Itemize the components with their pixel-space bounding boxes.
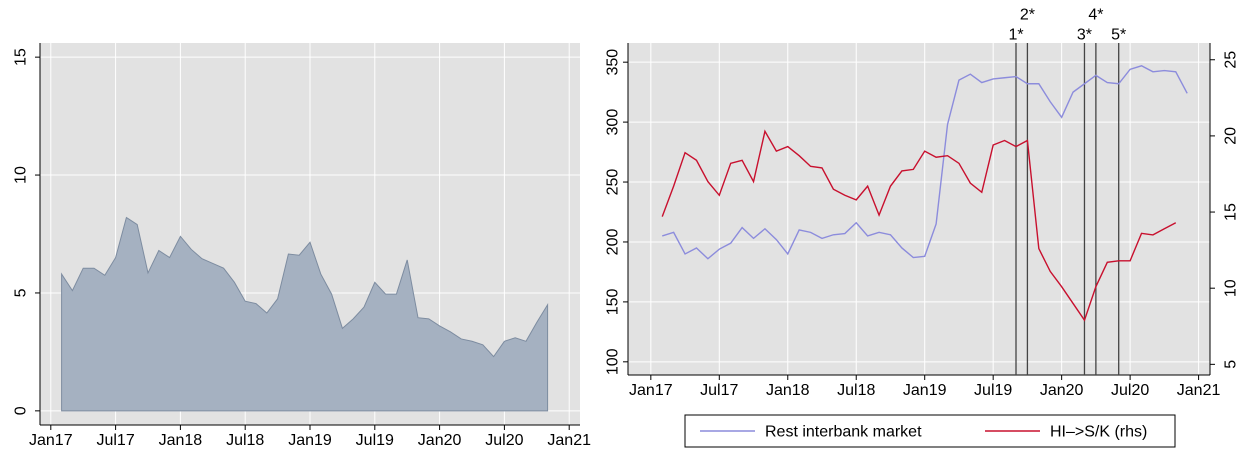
y-tick-label: 100 — [605, 348, 622, 375]
x-tick-label: Jan21 — [547, 432, 591, 449]
annotation-label: 5* — [1111, 27, 1126, 44]
y-tick-label: 350 — [605, 49, 622, 76]
y2-tick-label: 10 — [1223, 279, 1240, 297]
x-tick-label: Jul18 — [837, 382, 875, 399]
y2-tick-label: 20 — [1223, 127, 1240, 145]
y-tick-label: 200 — [605, 229, 622, 256]
x-tick-label: Jan20 — [418, 432, 462, 449]
legend-label: HI–>S/K (rhs) — [1050, 424, 1147, 441]
x-tick-label: Jul17 — [700, 382, 738, 399]
x-tick-label: Jul20 — [485, 432, 523, 449]
x-tick-label: Jul17 — [96, 432, 134, 449]
y-tick-label: 5 — [13, 288, 30, 297]
annotation-label: 3* — [1077, 27, 1092, 44]
y-tick-label: 300 — [605, 109, 622, 136]
y2-tick-label: 15 — [1223, 203, 1240, 221]
x-tick-label: Jan18 — [766, 382, 810, 399]
legend-box — [684, 414, 1176, 448]
annotation-label: 2* — [1020, 7, 1035, 24]
x-tick-label: Jan18 — [159, 432, 203, 449]
y-tick-label: 250 — [605, 169, 622, 196]
x-tick-label: Jan21 — [1177, 382, 1221, 399]
x-tick-label: Jul20 — [1111, 382, 1149, 399]
area — [61, 216, 549, 412]
annotation-label: 4* — [1088, 7, 1103, 24]
annotation-label: 1* — [1008, 27, 1023, 44]
x-tick-label: Jul19 — [974, 382, 1012, 399]
x-tick-label: Jan19 — [903, 382, 947, 399]
line — [661, 129, 1177, 322]
y-tick-label: 10 — [13, 166, 30, 184]
x-tick-label: Jan20 — [1040, 382, 1084, 399]
legend-label: Rest interbank market — [765, 424, 922, 441]
y2-tick-label: 25 — [1223, 51, 1240, 69]
y-tick-label: 0 — [13, 406, 30, 415]
x-tick-label: Jan19 — [288, 432, 332, 449]
y2-tick-label: 5 — [1223, 360, 1240, 369]
x-tick-label: Jan17 — [629, 382, 673, 399]
x-tick-label: Jan17 — [29, 432, 73, 449]
plot-area — [628, 43, 1210, 375]
y-tick-label: 150 — [605, 288, 622, 315]
line — [662, 65, 1188, 260]
x-tick-label: Jul19 — [356, 432, 394, 449]
y-tick-label: 15 — [13, 48, 30, 66]
x-tick-label: Jul18 — [226, 432, 264, 449]
